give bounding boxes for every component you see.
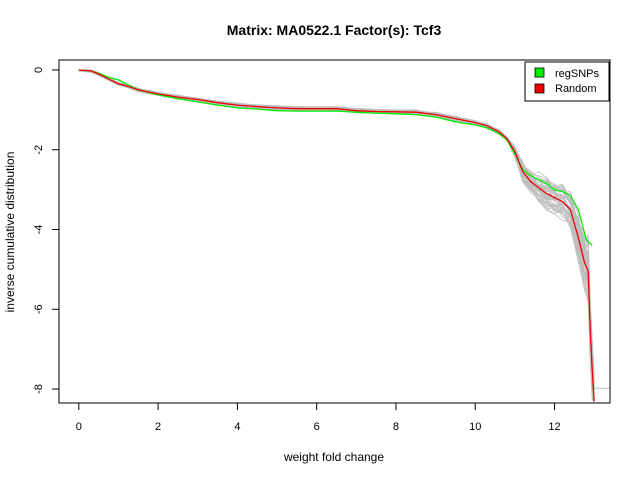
x-tick-label: 0 — [76, 421, 82, 433]
legend-swatch-random — [534, 83, 545, 94]
y-axis: 0 -2 -4 -6 -8 — [33, 67, 60, 394]
x-tick-label: 2 — [155, 421, 161, 433]
legend: regSNPs Random — [524, 61, 610, 102]
legend-label-regsnps: regSNPs — [555, 68, 600, 80]
x-axis: 0 2 4 6 8 10 12 — [76, 402, 561, 433]
random-sample-line — [78, 69, 595, 372]
legend-swatch-regsnps — [534, 67, 545, 78]
x-axis-title: weight fold change — [283, 450, 384, 464]
x-tick-label: 10 — [469, 421, 481, 433]
y-axis-title: inverse cumulative distribution — [3, 152, 17, 313]
y-tick-label: -2 — [33, 145, 45, 155]
chart-title: Matrix: MA0522.1 Factor(s): Tcf3 — [227, 22, 442, 38]
y-tick-label: -4 — [33, 225, 45, 235]
legend-label-random: Random — [555, 83, 597, 95]
plot-series — [78, 69, 595, 402]
random-line — [78, 69, 595, 402]
y-tick-label: -8 — [33, 384, 45, 394]
x-tick-label: 6 — [314, 421, 320, 433]
x-tick-label: 12 — [548, 421, 560, 433]
x-tick-label: 4 — [234, 421, 240, 433]
x-tick-label: 8 — [393, 421, 399, 433]
y-tick-label: -6 — [33, 304, 45, 314]
y-tick-label: 0 — [33, 67, 45, 73]
